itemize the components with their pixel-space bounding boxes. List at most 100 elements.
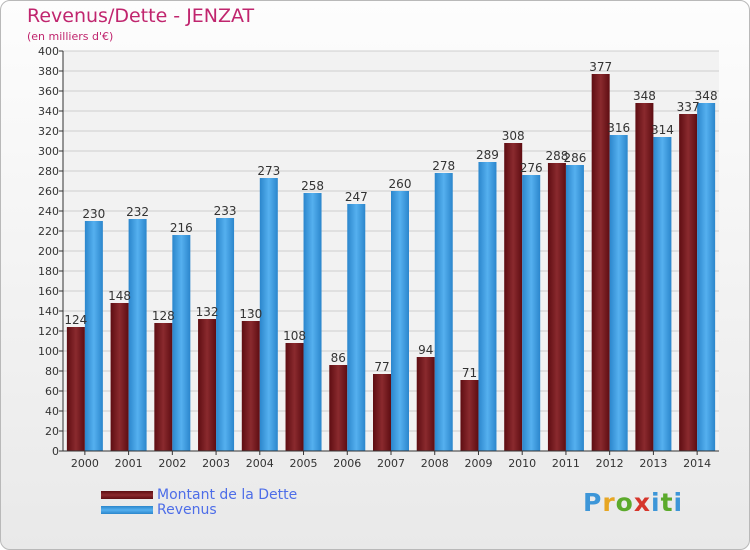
y-tick-label: 140	[38, 305, 59, 318]
bar-revenue	[347, 204, 366, 451]
y-tick-label: 220	[38, 225, 59, 238]
y-tick-label: 380	[38, 65, 59, 78]
legend-item-debt: Montant de la Dette	[101, 486, 298, 503]
value-label-revenue: 289	[476, 148, 499, 162]
legend-label-revenue: Revenus	[157, 501, 217, 518]
bar-debt	[504, 143, 523, 451]
bar-debt	[591, 74, 610, 451]
y-tick-label: 260	[38, 185, 59, 198]
y-tick-label: 280	[38, 165, 59, 178]
y-tick-label: 300	[38, 145, 59, 158]
bar-debt	[416, 357, 435, 451]
value-label-debt: 130	[239, 307, 262, 321]
bar-revenue	[434, 173, 453, 451]
value-label-revenue: 348	[695, 89, 718, 103]
bar-revenue	[259, 178, 278, 451]
y-tick-label: 200	[38, 245, 59, 258]
value-label-debt: 308	[502, 129, 525, 143]
y-tick-label: 120	[38, 325, 59, 338]
value-label-debt: 132	[196, 305, 219, 319]
legend-swatch-revenue	[101, 505, 153, 514]
bar-revenue	[653, 137, 672, 451]
value-label-revenue: 258	[301, 179, 324, 193]
bar-revenue	[609, 135, 628, 451]
y-tick-label: 160	[38, 285, 59, 298]
x-tick-label: 2000	[71, 457, 99, 470]
bar-debt	[66, 327, 85, 451]
value-label-revenue: 273	[257, 164, 280, 178]
value-label-revenue: 247	[345, 190, 368, 204]
value-label-debt: 148	[108, 289, 131, 303]
value-label-debt: 288	[545, 149, 568, 163]
x-tick-label: 2010	[508, 457, 536, 470]
bar-revenue	[84, 221, 103, 451]
value-label-debt: 128	[152, 309, 175, 323]
bar-revenue	[478, 162, 497, 451]
x-tick-label: 2006	[333, 457, 361, 470]
x-tick-label: 2001	[115, 457, 143, 470]
y-tick-label: 320	[38, 125, 59, 138]
bar-revenue	[522, 175, 541, 451]
value-label-debt: 94	[418, 343, 433, 357]
x-tick-label: 2003	[202, 457, 230, 470]
value-label-revenue: 260	[389, 177, 412, 191]
chart-subtitle: (en milliers d'€)	[27, 30, 114, 43]
bar-revenue	[128, 219, 147, 451]
x-tick-label: 2014	[683, 457, 711, 470]
bar-revenue	[391, 191, 409, 451]
y-tick-label: 20	[45, 425, 59, 438]
value-label-debt: 348	[633, 89, 656, 103]
y-tick-label: 40	[45, 405, 59, 418]
value-label-revenue: 286	[563, 151, 586, 165]
bar-debt	[241, 321, 260, 451]
bar-debt	[460, 380, 479, 451]
y-tick-label: 80	[45, 365, 59, 378]
bar-debt	[329, 365, 348, 451]
value-label-debt: 71	[462, 366, 477, 380]
proxiti-logo: Proxiti	[583, 488, 684, 517]
bar-debt	[198, 319, 217, 451]
bar-layer	[66, 74, 716, 451]
bar-revenue	[697, 103, 716, 451]
bar-revenue	[303, 193, 322, 451]
y-tick-label: 400	[38, 45, 59, 58]
value-label-revenue: 314	[651, 123, 674, 137]
x-tick-label: 2011	[552, 457, 580, 470]
value-label-revenue: 316	[607, 121, 630, 135]
y-tick-label: 340	[38, 105, 59, 118]
bar-revenue	[565, 165, 584, 451]
value-label-debt: 86	[331, 351, 346, 365]
y-tick-label: 180	[38, 265, 59, 278]
value-label-revenue: 233	[214, 204, 237, 218]
bar-debt	[635, 103, 654, 451]
bar-debt	[547, 163, 566, 451]
bar-revenue	[172, 235, 191, 451]
value-label-layer: 124 230 148 232 128 216 132 233 130 273 108 258 86 24…	[64, 60, 717, 380]
chart-title: Revenus/Dette - JENZAT	[27, 5, 255, 27]
x-tick-label: 2013	[639, 457, 667, 470]
axis-layer: 0 20 40 60 80 100 120 140 160 180 200 220 240 260 280 3…	[38, 45, 719, 470]
value-label-debt: 124	[64, 313, 87, 327]
y-tick-label: 240	[38, 205, 59, 218]
x-tick-label: 2009	[464, 457, 492, 470]
x-tick-label: 2002	[158, 457, 186, 470]
y-tick-label: 0	[52, 445, 59, 458]
value-label-debt: 108	[283, 329, 306, 343]
bar-debt	[110, 303, 129, 451]
bar-debt	[154, 323, 173, 451]
legend-label-debt: Montant de la Dette	[157, 486, 298, 503]
value-label-revenue: 278	[432, 159, 455, 173]
y-tick-label: 100	[38, 345, 59, 358]
value-label-debt: 377	[589, 60, 612, 74]
x-tick-label: 2007	[377, 457, 405, 470]
value-label-revenue: 276	[520, 161, 543, 175]
bar-debt	[679, 114, 698, 451]
value-label-revenue: 216	[170, 221, 193, 235]
x-tick-label: 2008	[421, 457, 449, 470]
value-label-revenue: 230	[82, 207, 105, 221]
x-tick-label: 2012	[596, 457, 624, 470]
y-tick-label: 60	[45, 385, 59, 398]
value-label-revenue: 232	[126, 205, 149, 219]
bar-debt	[373, 374, 391, 451]
